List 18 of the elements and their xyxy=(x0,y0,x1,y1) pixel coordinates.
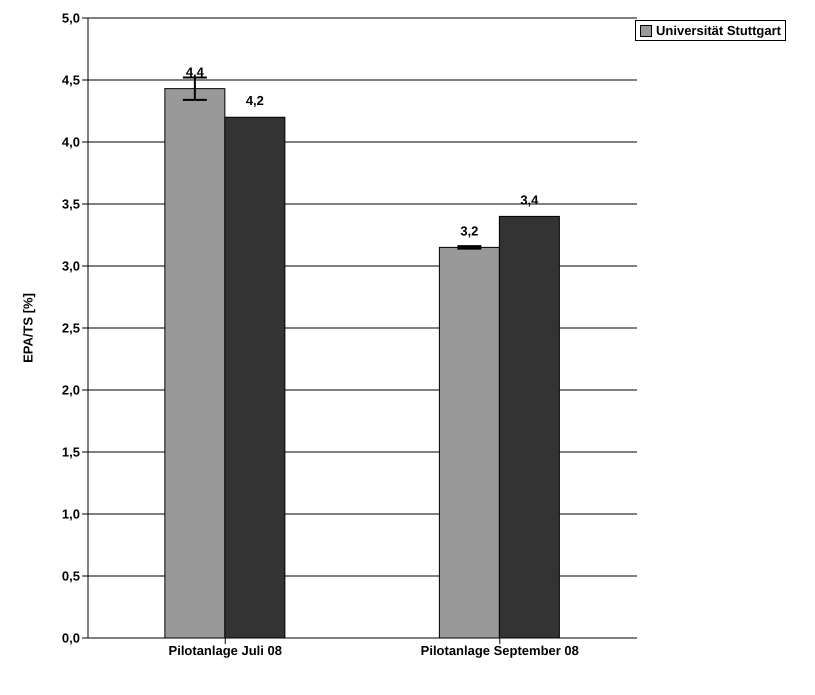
y-tick-label: 2,5 xyxy=(62,320,80,336)
y-tick-label: 0,5 xyxy=(62,568,80,584)
data-label: 3,2 xyxy=(460,223,478,238)
y-tick-label: 5,0 xyxy=(62,10,80,26)
data-label: 4,4 xyxy=(186,64,205,80)
y-axis-title: EPA/TS [%] xyxy=(20,293,36,363)
y-tick-label: 0,0 xyxy=(62,630,80,646)
y-tick-label: 1,0 xyxy=(62,506,80,522)
y-tick-label: 4,0 xyxy=(62,134,80,150)
x-tick-label: Pilotanlage September 08 xyxy=(420,643,579,658)
y-tick-label: 3,0 xyxy=(62,258,80,274)
legend-label: Universität Stuttgart xyxy=(656,23,781,38)
x-tick-label: Pilotanlage Juli 08 xyxy=(168,643,282,658)
y-tick-label: 2,0 xyxy=(62,382,80,398)
data-label: 4,2 xyxy=(246,93,264,108)
y-tick-label: 3,5 xyxy=(62,196,80,212)
y-tick-label: 1,5 xyxy=(62,444,80,460)
y-tick-label: 4,5 xyxy=(62,72,80,88)
